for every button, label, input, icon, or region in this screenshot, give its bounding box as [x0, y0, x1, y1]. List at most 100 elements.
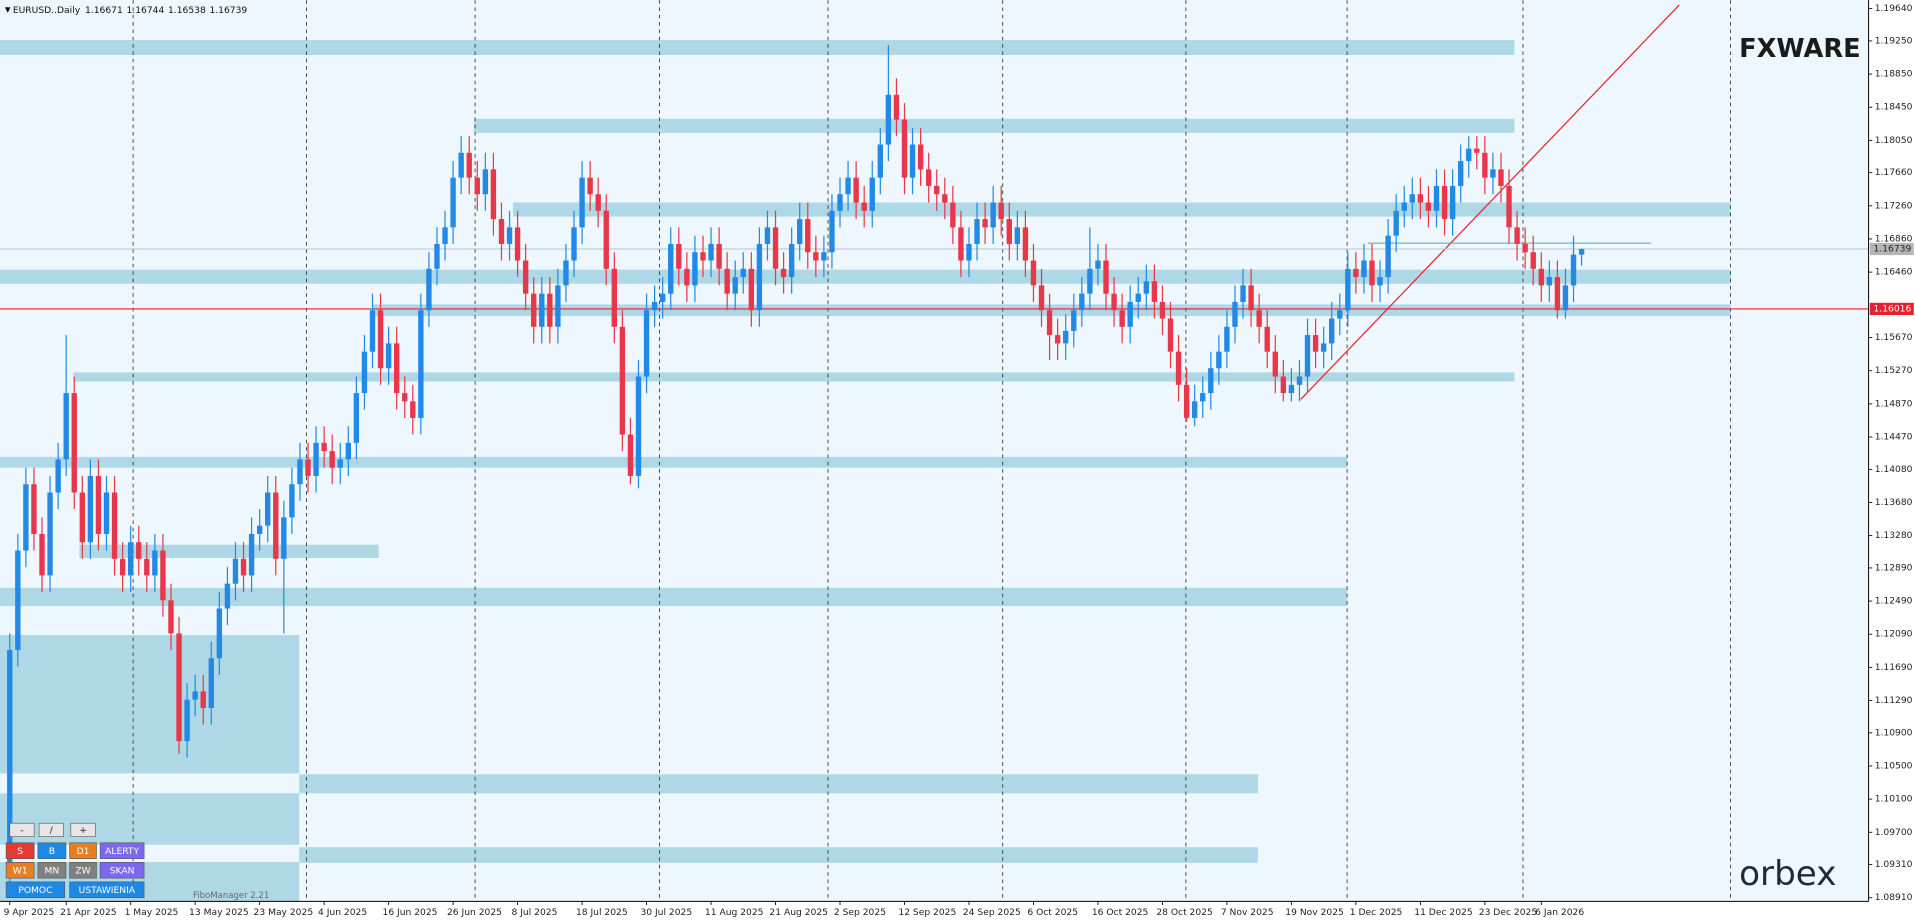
bid-label-box [1869, 242, 1914, 256]
candle-body [385, 343, 392, 369]
candle-body [1095, 260, 1101, 269]
candle-body [1208, 368, 1214, 394]
button-bg[interactable] [69, 881, 145, 899]
candle-body [716, 243, 722, 269]
candle-body [1280, 376, 1287, 394]
button-label[interactable]: POMOC [18, 886, 52, 896]
button[interactable]: USTAWIENIA [69, 881, 145, 899]
candle-body [1111, 293, 1117, 311]
button[interactable]: SKAN [99, 862, 145, 879]
header-low: 1.16538 [168, 5, 206, 15]
candle-body [603, 210, 609, 269]
x-tick-label: 30 Jul 2025 [640, 908, 692, 918]
button[interactable]: W1 [5, 862, 35, 879]
y-axis-background [1868, 0, 1915, 921]
button[interactable]: S [5, 842, 35, 859]
button-bg[interactable] [69, 842, 97, 859]
candle-body [998, 202, 1004, 220]
y-tick-label: 1.18450 [1875, 103, 1913, 113]
button-label[interactable]: SKAN [110, 866, 135, 876]
y-tick-label: 1.10500 [1875, 761, 1913, 771]
candle-body [232, 558, 239, 584]
candle-body [724, 268, 730, 294]
x-tick-label: 19 Nov 2025 [1285, 908, 1344, 918]
chart-title: EURUSD..Daily [13, 5, 81, 15]
button-label[interactable]: ALERTY [105, 847, 139, 857]
button[interactable]: + [70, 822, 96, 837]
button[interactable]: ALERTY [99, 842, 145, 859]
button-bg[interactable] [99, 842, 145, 859]
candle-body [450, 177, 456, 228]
button-label[interactable]: / [50, 826, 54, 836]
candle-body [1498, 169, 1504, 186]
button-bg[interactable] [99, 862, 145, 879]
candle-body [208, 658, 214, 708]
candle-body [1457, 161, 1464, 186]
y-tick-label: 1.10100 [1875, 795, 1913, 805]
button[interactable]: ZW [69, 862, 97, 879]
button[interactable]: / [38, 822, 64, 837]
candle-body [1014, 227, 1021, 244]
candle-body [909, 144, 916, 178]
button-bg[interactable] [5, 881, 66, 899]
candle-body [764, 227, 771, 244]
button-bg[interactable] [69, 862, 97, 879]
button-label[interactable]: D1 [77, 847, 90, 857]
candle-body [837, 194, 843, 211]
button-label[interactable]: USTAWIENIA [79, 886, 136, 896]
x-tick-label: 18 Jul 2025 [576, 908, 628, 918]
candle-body [1264, 326, 1270, 352]
button-label[interactable]: MN [45, 866, 60, 876]
candle-body [240, 558, 247, 576]
button-label[interactable]: + [79, 826, 87, 836]
button[interactable]: D1 [69, 842, 97, 859]
candle-body [1030, 260, 1037, 286]
candle-body [619, 326, 626, 435]
button-label[interactable]: - [20, 826, 23, 836]
button-label[interactable]: W1 [13, 866, 28, 876]
candle-body [1506, 185, 1512, 228]
button-bg[interactable] [37, 842, 67, 859]
candle-body [934, 185, 940, 195]
button[interactable]: MN [37, 862, 67, 879]
candle-body [144, 558, 150, 576]
candle-body [87, 475, 94, 543]
candle-body [1337, 310, 1343, 319]
candle-body [289, 484, 295, 518]
candle-body [458, 152, 464, 178]
button-bg[interactable] [70, 822, 96, 837]
button-label[interactable]: ZW [75, 866, 90, 876]
candle-body [1312, 335, 1319, 352]
button-label[interactable]: S [17, 847, 23, 857]
candle-body [635, 376, 642, 476]
candle-body [772, 227, 779, 269]
y-tick-label: 1.18050 [1875, 136, 1913, 146]
y-tick-label: 1.12090 [1875, 630, 1913, 640]
candle-body [974, 219, 980, 244]
candle-body [1449, 185, 1456, 220]
button-bg[interactable] [5, 842, 35, 859]
candle-body [1578, 249, 1585, 255]
candle-body [7, 649, 13, 874]
candle-body [1224, 326, 1230, 352]
button-bg[interactable] [37, 862, 67, 879]
zone [299, 774, 1258, 794]
button-bg[interactable] [38, 822, 64, 837]
button[interactable]: B [37, 842, 67, 859]
candle-body [1200, 393, 1206, 402]
candle-body [410, 401, 416, 418]
button-bg[interactable] [5, 862, 35, 879]
x-tick-label: 6 Jan 2026 [1535, 908, 1584, 918]
zone [0, 793, 300, 845]
button-label[interactable]: B [49, 847, 55, 857]
y-tick-label: 1.15670 [1875, 333, 1913, 343]
candle-body [168, 600, 174, 634]
candle-body [1425, 202, 1432, 211]
candle-body [111, 492, 118, 559]
button[interactable]: POMOC [5, 881, 66, 899]
candle-body [281, 517, 287, 559]
button[interactable]: - [9, 822, 35, 837]
candle-body [1143, 281, 1149, 294]
button-bg[interactable] [9, 822, 35, 837]
